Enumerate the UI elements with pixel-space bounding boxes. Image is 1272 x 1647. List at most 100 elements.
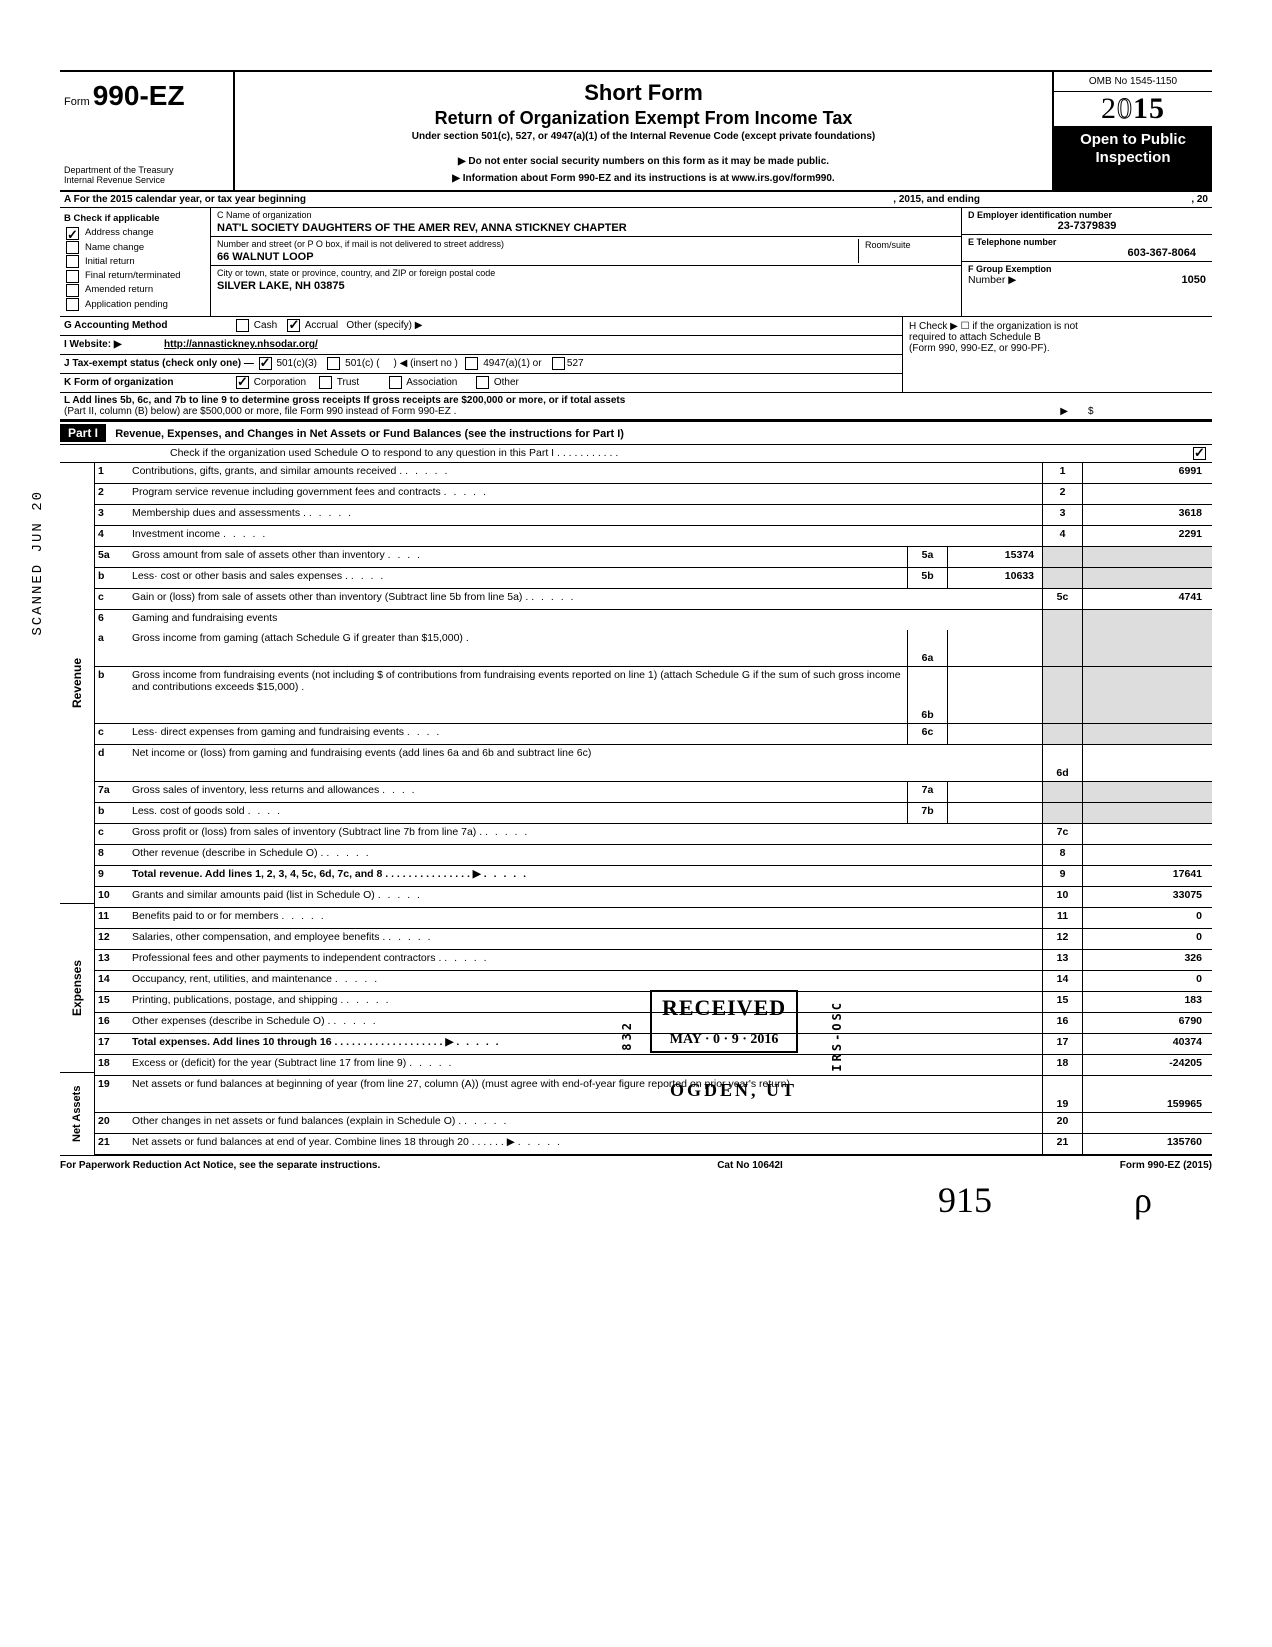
- checkbox-icon[interactable]: [1193, 447, 1206, 460]
- form-line: 13Professional fees and other payments t…: [94, 950, 1212, 971]
- line-box: 16: [1042, 1013, 1082, 1033]
- form-line: cGain or (loss) from sale of assets othe…: [94, 589, 1212, 610]
- line-num: b: [94, 803, 128, 823]
- inline-box-num: 6c: [907, 724, 947, 744]
- header-right: OMB No 1545-1150 2015 Open to Public Ins…: [1052, 72, 1212, 190]
- line-num: 18: [94, 1055, 128, 1075]
- line-num: 4: [94, 526, 128, 546]
- line-amount: 17641: [1082, 866, 1212, 886]
- line-desc: Gross profit or (loss) from sales of inv…: [128, 824, 1042, 844]
- check-final-return[interactable]: Final return/terminated: [64, 269, 206, 283]
- group-label: F Group Exemption: [968, 264, 1206, 274]
- check-application-pending[interactable]: Application pending: [64, 298, 206, 312]
- checkbox-icon[interactable]: [389, 376, 402, 389]
- row-g-label: G Accounting Method: [60, 318, 230, 333]
- inline-box-num: 7a: [907, 782, 947, 802]
- inline-box-val: [947, 724, 1042, 744]
- form-line-inline: bLess· cost or other basis and sales exp…: [94, 568, 1212, 589]
- line-desc: Gain or (loss) from sale of assets other…: [128, 589, 1042, 609]
- line-num: 2: [94, 484, 128, 504]
- line-box: 4: [1042, 526, 1082, 546]
- line-desc: Total expenses. Add lines 10 through 16 …: [128, 1034, 1042, 1054]
- inline-box-val: 10633: [947, 568, 1042, 588]
- row-k-label: K Form of organization: [60, 375, 230, 390]
- checkbox-icon[interactable]: [259, 357, 272, 370]
- line-amount: 6991: [1082, 463, 1212, 483]
- form-line: 9Total revenue. Add lines 1, 2, 3, 4, 5c…: [94, 866, 1212, 887]
- main-lines-wrap: Revenue Expenses Net Assets 1Contributio…: [60, 463, 1212, 1156]
- line-num: 17: [94, 1034, 128, 1054]
- line-num: c: [94, 724, 128, 744]
- row-h-line2: required to attach Schedule B: [909, 332, 1206, 343]
- line-desc: Grants and similar amounts paid (list in…: [128, 887, 1042, 907]
- line-amount: [1082, 845, 1212, 865]
- received-stamp: RECEIVED MAY · 0 · 9 · 2016: [650, 990, 798, 1053]
- line-desc: Contributions, gifts, grants, and simila…: [128, 463, 1042, 483]
- title-return: Return of Organization Exempt From Incom…: [243, 108, 1044, 129]
- form-page: SCANNED JUN 20 Form 990-EZ Department of…: [60, 70, 1212, 1171]
- dept-line2: Internal Revenue Service: [64, 176, 229, 186]
- shaded-cell: [1082, 782, 1212, 802]
- checkbox-icon[interactable]: [327, 357, 340, 370]
- line-desc: Gross amount from sale of assets other t…: [128, 547, 907, 567]
- line-amount: [1082, 484, 1212, 504]
- line-amount: 0: [1082, 908, 1212, 928]
- line-desc: Gross sales of inventory, less returns a…: [128, 782, 907, 802]
- checkbox-icon[interactable]: [476, 376, 489, 389]
- shaded-cell: [1042, 724, 1082, 744]
- open-to-public: Open to Public Inspection: [1054, 127, 1212, 190]
- check-name-change[interactable]: Name change: [64, 241, 206, 255]
- line-amount: 0: [1082, 929, 1212, 949]
- header-middle: Short Form Return of Organization Exempt…: [235, 72, 1052, 190]
- code-832-stamp: 832: [620, 1020, 634, 1051]
- room-label: Room/suite: [865, 240, 911, 250]
- check-initial-return[interactable]: Initial return: [64, 255, 206, 269]
- header-left: Form 990-EZ Department of the Treasury I…: [60, 72, 235, 190]
- part1-title: Revenue, Expenses, and Changes in Net As…: [115, 428, 624, 440]
- line-box: 2: [1042, 484, 1082, 504]
- checkbox-icon[interactable]: [319, 376, 332, 389]
- form-line: 12Salaries, other compensation, and empl…: [94, 929, 1212, 950]
- row-h-line1: H Check ▶ ☐ if the organization is not: [909, 321, 1206, 332]
- received-date: MAY · 0 · 9 · 2016: [662, 1031, 786, 1049]
- form-line-19: 19Net assets or fund balances at beginni…: [94, 1076, 1212, 1113]
- row-i-label: I Website: ▶: [60, 337, 160, 352]
- shaded-cell: [1082, 547, 1212, 567]
- tel-label: E Telephone number: [968, 237, 1206, 247]
- title-shortform: Short Form: [243, 80, 1044, 106]
- form-number: 990-EZ: [93, 80, 185, 111]
- checkbox-icon: [66, 284, 79, 297]
- check-address-change[interactable]: Address change: [64, 226, 206, 240]
- form-number-block: Form 990-EZ: [64, 80, 229, 112]
- line-num: b: [94, 568, 128, 588]
- line-desc: Membership dues and assessments . . . . …: [128, 505, 1042, 525]
- line-box: 18: [1042, 1055, 1082, 1075]
- line-num: 21: [94, 1134, 128, 1154]
- line-num: c: [94, 589, 128, 609]
- checkbox-icon[interactable]: [465, 357, 478, 370]
- website-url: http://annastickney.nhsodar.org/: [160, 337, 902, 352]
- shaded-cell: [1082, 568, 1212, 588]
- check-amended-return[interactable]: Amended return: [64, 283, 206, 297]
- inline-box-val: [947, 782, 1042, 802]
- checkbox-icon[interactable]: [236, 319, 249, 332]
- checkbox-icon[interactable]: [287, 319, 300, 332]
- open-line2: Inspection: [1058, 149, 1208, 167]
- group-number: 1050: [1182, 274, 1206, 286]
- line-box: 5c: [1042, 589, 1082, 609]
- checkbox-icon[interactable]: [552, 357, 565, 370]
- checkbox-icon[interactable]: [236, 376, 249, 389]
- checkbox-icon: [66, 298, 79, 311]
- block-bcd: B Check if applicable Address change Nam…: [60, 208, 1212, 317]
- form-line: 4Investment income . . . . .42291: [94, 526, 1212, 547]
- line-num: 6: [94, 610, 128, 630]
- form-line-6b: bGross income from fundraising events (n…: [94, 667, 1212, 724]
- subtitle: Under section 501(c), 527, or 4947(a)(1)…: [243, 131, 1044, 142]
- row-g-options: Cash Accrual Other (specify) ▶: [230, 317, 902, 334]
- line-amount: -24205: [1082, 1055, 1212, 1075]
- line-box: 15: [1042, 992, 1082, 1012]
- form-header: Form 990-EZ Department of the Treasury I…: [60, 70, 1212, 192]
- form-line: 8Other revenue (describe in Schedule O) …: [94, 845, 1212, 866]
- line-num: 11: [94, 908, 128, 928]
- shaded-cell: [1042, 568, 1082, 588]
